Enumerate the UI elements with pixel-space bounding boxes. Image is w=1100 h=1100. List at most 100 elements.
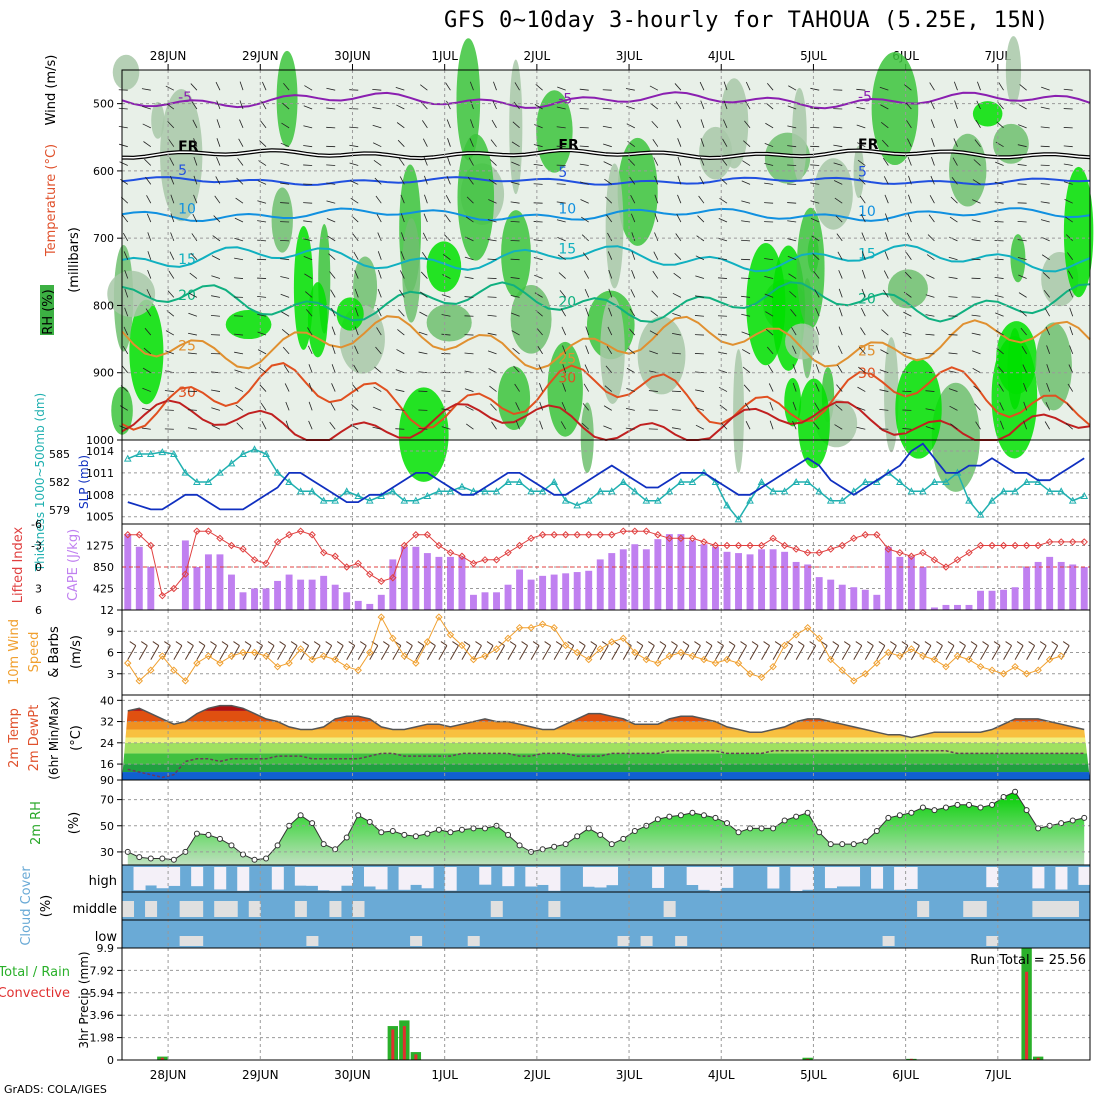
cloud-low-cell	[306, 936, 319, 946]
wind-barb-10m	[1026, 645, 1036, 660]
rh-point	[320, 841, 327, 848]
wind-barb-10m	[1003, 645, 1013, 660]
temperature-band	[122, 772, 1090, 780]
wind-barb	[141, 407, 151, 411]
wind-barb	[329, 421, 336, 430]
wind-barb	[811, 235, 820, 242]
wind-barb-flag	[993, 641, 1001, 646]
wind-barb	[539, 383, 543, 392]
cloud-high-cell	[502, 867, 515, 887]
wind-barb	[144, 327, 152, 336]
wind-barb	[833, 144, 843, 148]
cape-bar	[907, 556, 915, 610]
wind-barb	[260, 402, 267, 411]
wind-barb	[372, 107, 382, 110]
rh2m-axis-label: 2m RH	[29, 801, 44, 845]
wind-barb-10m	[611, 645, 621, 660]
isotherm-line	[121, 362, 1091, 431]
cape-bar	[377, 594, 385, 610]
wind-barb	[745, 101, 751, 110]
cape-bar	[423, 553, 431, 610]
wind-barb	[741, 200, 751, 204]
wind-barb	[511, 330, 520, 336]
wind-barb	[654, 213, 659, 223]
wind-barb	[147, 269, 152, 279]
wind-barb-10m	[173, 645, 183, 660]
wind-barb	[741, 331, 751, 336]
cape-bar	[573, 572, 581, 610]
wind-barb	[971, 219, 981, 223]
wind-barb	[510, 181, 520, 185]
wind-barb	[212, 235, 221, 242]
lifted-index-point	[1022, 541, 1031, 550]
cloud-high-cell	[375, 867, 388, 890]
wind-barb-10m	[910, 645, 920, 660]
temperature-band	[122, 764, 1090, 773]
wind-barb	[857, 159, 866, 166]
wind-barb	[1046, 364, 1051, 373]
wind-speed-point	[504, 634, 512, 643]
wind-barb-flag	[636, 641, 644, 646]
lifted-tick-label: 3	[35, 583, 42, 596]
wind-barb-flag	[267, 641, 275, 646]
wind-barb	[765, 328, 774, 336]
rh-point	[355, 812, 362, 819]
wind-barb	[377, 251, 382, 260]
wind-barb	[123, 326, 129, 336]
wind-barb	[971, 350, 981, 355]
wind-barb	[489, 385, 497, 392]
thickness-point	[446, 487, 455, 495]
wind-barb	[813, 421, 820, 430]
wind-barb	[281, 122, 290, 129]
rh-point	[424, 830, 431, 837]
thickness-point	[838, 496, 847, 504]
wind-barb	[627, 347, 636, 355]
isotherm-label: FR	[178, 139, 199, 155]
wind-barb-10m	[738, 645, 747, 660]
wind-barb	[925, 314, 935, 317]
wind-barb	[902, 331, 912, 336]
wind-barb	[469, 138, 474, 147]
wind-barb-flag	[694, 641, 701, 646]
rh-point	[735, 829, 742, 836]
wind-barb-10m	[599, 645, 609, 660]
rh-point	[966, 801, 972, 808]
rh-contour-blob	[1063, 166, 1094, 298]
lifted-index-point	[827, 545, 835, 553]
wind-barb-flag	[1016, 641, 1024, 646]
grads-credit: GrADS: COLA/IGES	[4, 1083, 107, 1096]
cape-bar	[539, 575, 547, 610]
isotherm-label: 25	[858, 344, 876, 360]
wind-barb	[447, 138, 451, 147]
wind-barb	[1040, 201, 1050, 204]
wind-barb	[838, 288, 843, 298]
wind-barb	[280, 239, 290, 242]
wind-barb	[971, 258, 981, 261]
wind-barb	[925, 426, 935, 430]
wind-barb	[397, 139, 405, 147]
wind-barb	[700, 100, 705, 110]
wind-speed-point	[331, 655, 339, 664]
lifted-index-point	[216, 534, 224, 543]
wind-barb	[631, 213, 636, 223]
thickness-point	[262, 449, 270, 457]
wind-barb	[700, 119, 705, 128]
rh-point	[435, 826, 442, 833]
wind-barb	[789, 291, 797, 298]
wind-speed-point	[515, 624, 524, 632]
wind-barb-10m	[415, 645, 425, 660]
wind-barb	[741, 313, 751, 317]
rh-contour-blob	[1035, 322, 1072, 411]
rh-point	[597, 831, 604, 838]
wind-barb	[142, 105, 151, 110]
cape-bar	[746, 554, 754, 610]
wind-barb	[216, 100, 221, 110]
bottom-day-label: 28JUN	[150, 1068, 187, 1082]
wind-tick-label: 9	[107, 625, 114, 638]
lifted-index-point	[1069, 538, 1077, 546]
bottom-day-label: 29JUN	[242, 1068, 279, 1082]
thickness-point	[826, 496, 835, 504]
wind10-axis-label-d: (m/s)	[69, 635, 84, 669]
wind-barb	[972, 199, 981, 204]
wind-barb	[695, 424, 705, 430]
